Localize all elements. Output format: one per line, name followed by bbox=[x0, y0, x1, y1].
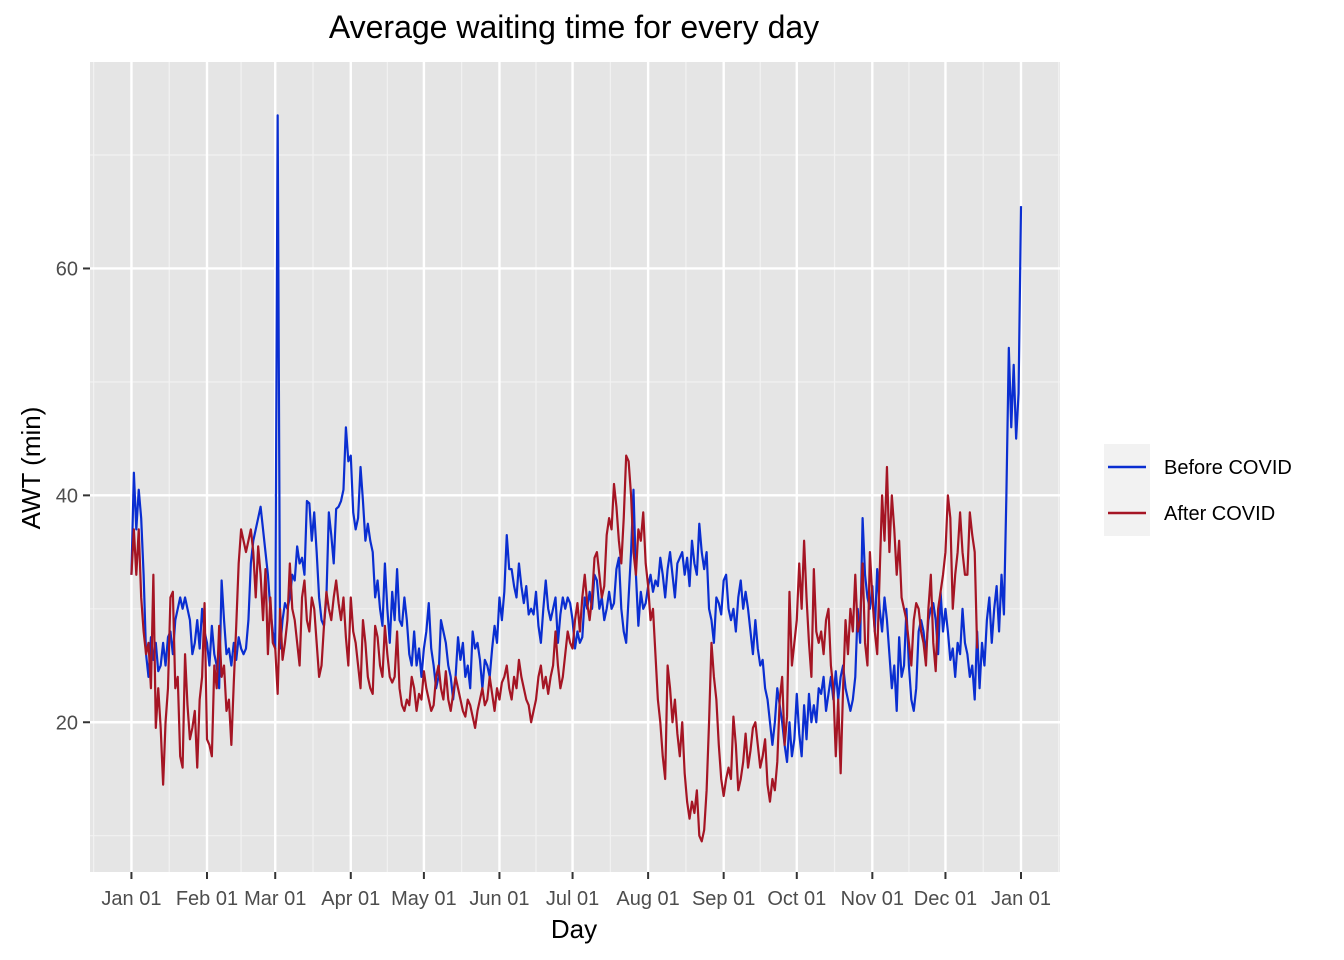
legend-key-background bbox=[1104, 444, 1150, 536]
x-tick-label: Jul 01 bbox=[546, 888, 599, 910]
plot-panel bbox=[90, 62, 1060, 872]
x-tick-label: Jan 01 bbox=[991, 888, 1051, 910]
x-tick-label: Nov 01 bbox=[841, 888, 904, 910]
x-axis-title: Day bbox=[551, 914, 597, 944]
chart-title: Average waiting time for every day bbox=[329, 9, 819, 45]
x-tick-label: Dec 01 bbox=[914, 888, 977, 910]
x-tick-label: Jan 01 bbox=[101, 888, 161, 910]
x-tick-label: Mar 01 bbox=[244, 888, 306, 910]
x-tick-label: Oct 01 bbox=[767, 888, 826, 910]
x-tick-label: Sep 01 bbox=[692, 888, 755, 910]
y-tick-label: 20 bbox=[56, 712, 78, 734]
legend-label: After COVID bbox=[1164, 503, 1275, 525]
x-tick-label: May 01 bbox=[391, 888, 457, 910]
x-tick-label: Aug 01 bbox=[616, 888, 679, 910]
legend: Before COVID After COVID bbox=[1104, 444, 1292, 536]
series-line-after-covid bbox=[130, 454, 979, 843]
x-tick-label: Jun 01 bbox=[469, 888, 529, 910]
legend-label: Before COVID bbox=[1164, 457, 1292, 479]
y-tick-label: 60 bbox=[56, 258, 78, 280]
x-tick-label: Apr 01 bbox=[321, 888, 380, 910]
y-tick-label: 40 bbox=[56, 485, 78, 507]
y-axis-title: AWT (min) bbox=[16, 407, 46, 530]
x-tick-label: Feb 01 bbox=[176, 888, 238, 910]
